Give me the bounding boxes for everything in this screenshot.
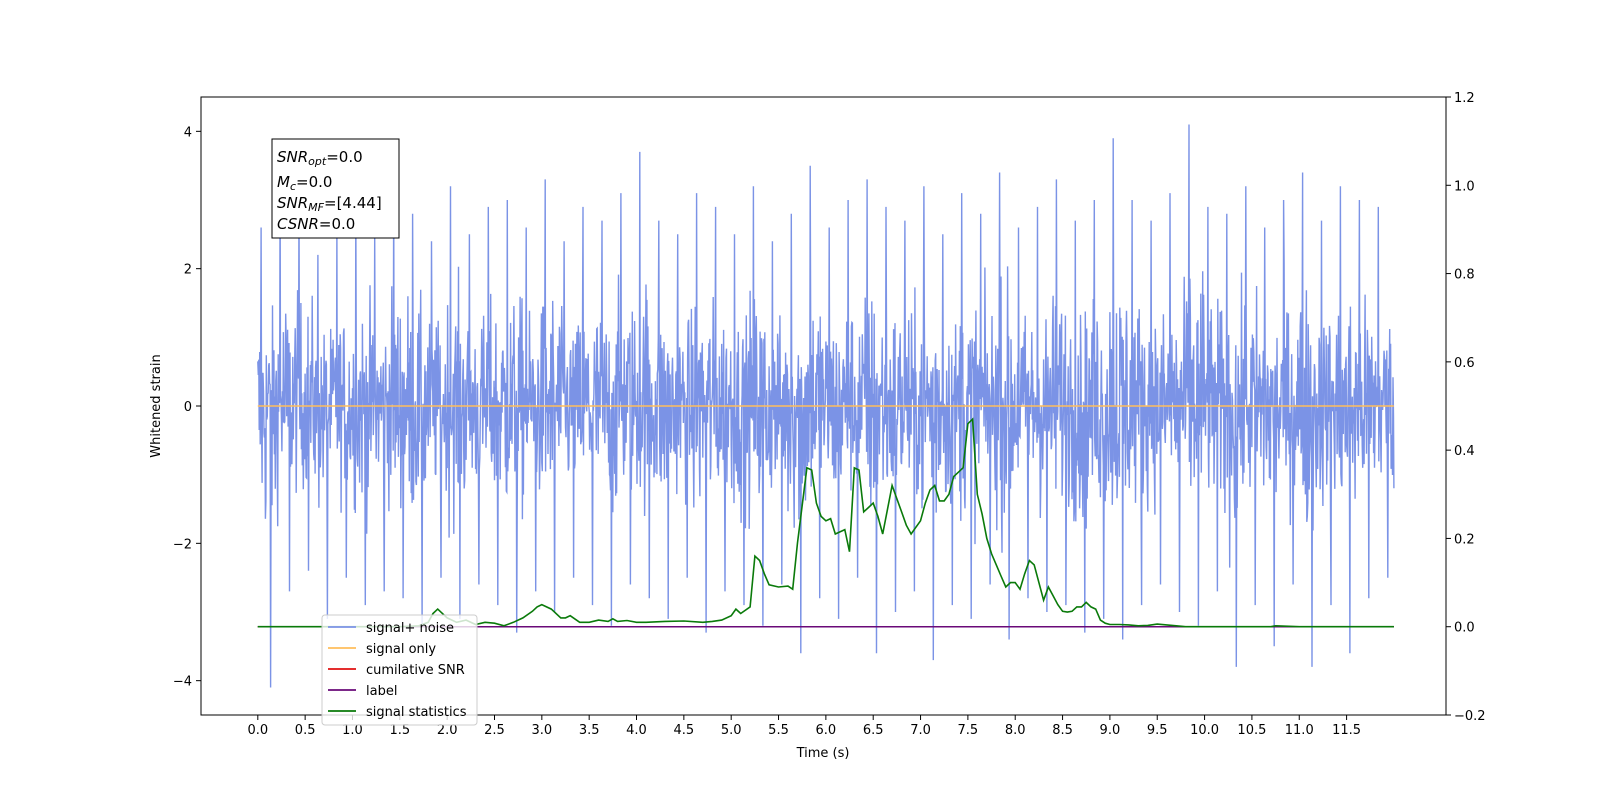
x-axis: 0.0 0.5 1.0 1.5 2.0 2.5 3.0 3.5 4.0 4.5 5.0 5.5 6.0 6…: [247, 715, 1361, 738]
annotation-mc: Mc=0.0: [277, 173, 332, 193]
x-tick-label: 5.0: [721, 723, 742, 738]
y2-tick-label: 0.6: [1454, 356, 1475, 371]
y-axis-title: Whitened strain: [149, 354, 164, 457]
x-tick-label: 11.5: [1332, 723, 1361, 738]
x-tick-label: 0.5: [295, 723, 316, 738]
x-tick-label: 11.0: [1285, 723, 1314, 738]
x-tick-label: 0.0: [247, 723, 268, 738]
plot-content: [257, 124, 1395, 688]
x-tick-label: 4.0: [626, 723, 647, 738]
y2-tick-label: 0.4: [1454, 444, 1475, 459]
y2-tick-label: 0.2: [1454, 532, 1475, 547]
x-tick-label: 7.5: [958, 723, 979, 738]
y-tick-label: −4: [173, 675, 192, 690]
y2-tick-label: 1.0: [1454, 179, 1475, 194]
annotation-snr-mf: SNRMF=[4.44]: [277, 194, 382, 214]
y2-tick-label: −0.2: [1454, 709, 1486, 724]
annotation-csnr: CSNR=0.0: [277, 215, 355, 233]
legend-label: signal statistics: [366, 705, 467, 720]
x-tick-label: 1.5: [389, 723, 410, 738]
x-tick-label: 3.0: [531, 723, 552, 738]
y2-tick-label: 1.2: [1454, 91, 1475, 106]
x-tick-label: 7.0: [910, 723, 931, 738]
x-tick-label: 6.0: [816, 723, 837, 738]
annotation-box: SNRopt=0.0 Mc=0.0 SNRMF=[4.44] CSNR=0.0: [271, 138, 400, 239]
y-tick-label: 0: [184, 400, 192, 415]
x-axis-title: Time (s): [796, 746, 850, 761]
y2-tick-label: 0.0: [1454, 621, 1475, 636]
x-tick-label: 3.5: [579, 723, 600, 738]
legend-label: signal only: [366, 642, 436, 657]
series-signal-statistics: [257, 417, 1394, 628]
x-tick-label: 9.5: [1147, 723, 1168, 738]
x-tick-label: 10.0: [1190, 723, 1219, 738]
x-tick-label: 6.5: [863, 723, 884, 738]
x-tick-label: 1.0: [342, 723, 363, 738]
y-tick-label: 2: [184, 263, 192, 278]
legend: signal+ noise signal only cumilative SNR la…: [321, 614, 478, 726]
y-tick-label: 4: [184, 125, 192, 140]
annotation-snr-opt: SNRopt=0.0: [277, 148, 363, 168]
x-tick-label: 8.5: [1052, 723, 1073, 738]
legend-label: signal+ noise: [366, 621, 454, 636]
x-tick-label: 8.0: [1005, 723, 1026, 738]
x-tick-label: 2.0: [437, 723, 458, 738]
y-tick-label: −2: [173, 537, 192, 552]
x-tick-label: 4.5: [674, 723, 695, 738]
x-tick-label: 9.0: [1100, 723, 1121, 738]
legend-label: cumilative SNR: [366, 663, 465, 678]
x-tick-label: 10.5: [1237, 723, 1266, 738]
y-axis-left: 4 2 0 −2 −4: [173, 125, 201, 690]
legend-label: label: [366, 684, 397, 699]
legend-box: [321, 614, 478, 726]
y-axis-right: 1.2 1.0 0.8 0.6 0.4 0.2 0.0 −0.2: [1446, 91, 1486, 724]
x-tick-label: 2.5: [484, 723, 505, 738]
y2-tick-label: 0.8: [1454, 268, 1475, 283]
series-signal-noise: [257, 124, 1395, 688]
x-tick-label: 5.5: [768, 723, 789, 738]
